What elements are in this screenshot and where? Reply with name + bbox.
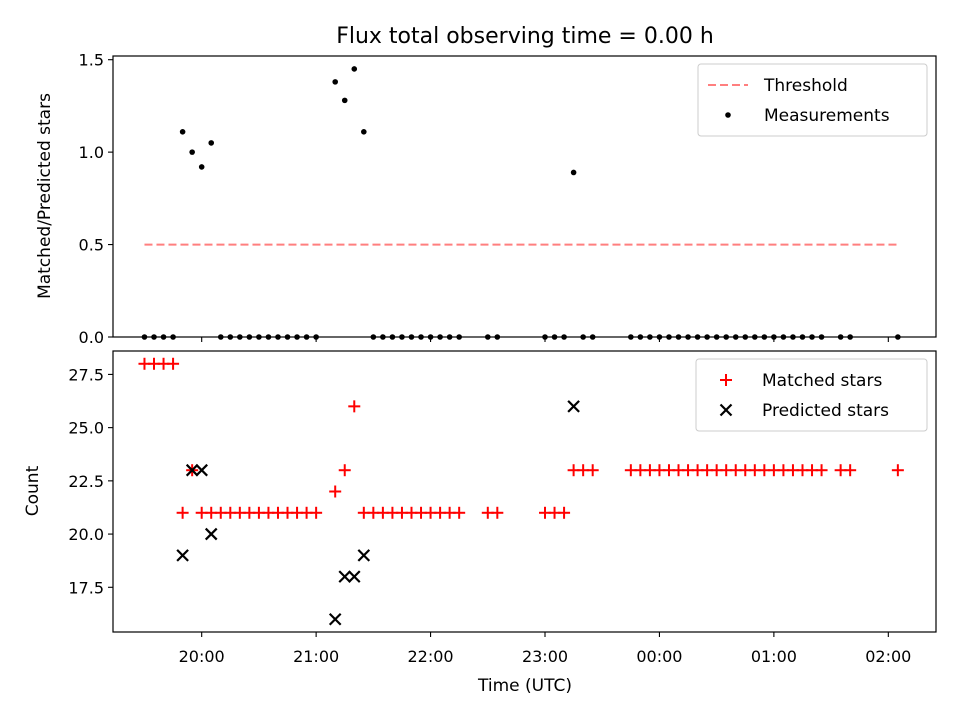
- predicted-star-point: [357, 549, 371, 562]
- count-x-tick-label: 00:00: [636, 647, 682, 666]
- count-legend: Matched stars Predicted stars: [695, 358, 928, 432]
- matched-star-point: [453, 506, 466, 519]
- predicted-legend-swatch: [719, 403, 733, 417]
- count-legend-label: Matched stars: [762, 371, 882, 391]
- ratio-legend-label: Threshold: [763, 76, 848, 96]
- ratio-legend-label: Measurements: [764, 106, 890, 126]
- count-y-tick-label: 27.5: [68, 365, 104, 384]
- predicted-star-point: [195, 463, 208, 477]
- matched-star-point: [167, 357, 180, 370]
- measurement-legend-swatch: [725, 112, 731, 118]
- chart-title: Flux total observing time = 0.00 h: [336, 24, 714, 49]
- matched-star-point: [310, 506, 323, 519]
- ratio-y-tick-label: 0.0: [79, 328, 104, 347]
- matched-star-point: [891, 464, 904, 477]
- count-legend-label: Predicted stars: [762, 401, 889, 421]
- time-x-axis-label: Time (UTC): [477, 676, 572, 696]
- matched-star-point: [491, 506, 504, 519]
- count-y-tick-label: 25.0: [68, 419, 104, 438]
- measurement-point: [332, 79, 339, 85]
- measurement-point: [198, 164, 205, 170]
- ratio-y-tick-label: 1.5: [79, 51, 104, 70]
- ratio-y-axis-label: Matched/Predicted stars: [35, 93, 55, 299]
- count-panel: 17.5 20.0 22.5 25.0 27.5 20:00 21:00 22:00 23:00…: [68, 350, 937, 666]
- count-x-tick-label: 21:00: [293, 647, 339, 666]
- ratio-legend-box: [697, 63, 928, 137]
- count-y-tick-label: 22.5: [68, 472, 104, 491]
- matched-legend-swatch: [720, 374, 732, 386]
- predicted-star-point: [338, 570, 352, 583]
- count-panel-frame: [112, 350, 937, 633]
- predicted-star-point: [567, 400, 580, 413]
- count-legend-box: [695, 358, 928, 432]
- measurement-point: [570, 169, 577, 176]
- matched-star-point: [329, 485, 342, 498]
- matched-star-point: [558, 506, 571, 519]
- predicted-star-point: [204, 527, 218, 541]
- matched-star-point: [815, 464, 828, 477]
- count-x-tick-label: 01:00: [751, 647, 797, 666]
- count-y-tick-label: 20.0: [68, 525, 104, 544]
- matched-star-point: [586, 464, 599, 477]
- measurement-point: [189, 149, 195, 155]
- measurement-point: [361, 128, 367, 135]
- predicted-star-point: [185, 463, 199, 477]
- measurement-point: [351, 66, 358, 72]
- ratio-panel-frame: [112, 55, 937, 338]
- count-x-tick-label: 23:00: [522, 647, 568, 666]
- matched-star-point: [348, 400, 361, 413]
- measurement-point: [208, 140, 215, 146]
- matched-star-point: [176, 506, 189, 519]
- count-x-tick-label: 22:00: [408, 647, 454, 666]
- count-y-axis-label: Count: [23, 465, 43, 516]
- ratio-panel: 0.0 0.5 1.0 1.5 Threshold Measurements: [79, 51, 937, 347]
- predicted-star-point: [347, 570, 361, 583]
- predicted-star-point: [328, 612, 342, 626]
- count-x-tick-label: 20:00: [179, 647, 225, 666]
- measurement-point: [179, 128, 186, 135]
- matched-star-point: [844, 464, 857, 477]
- measurement-point: [341, 97, 348, 104]
- count-y-tick-label: 17.5: [68, 578, 104, 597]
- count-x-tick-label: 02:00: [865, 647, 911, 666]
- predicted-star-point: [176, 549, 189, 562]
- ratio-y-tick-label: 1.0: [79, 143, 104, 162]
- matched-star-point: [338, 464, 351, 477]
- ratio-legend: Threshold Measurements: [697, 63, 928, 137]
- ratio-y-tick-label: 0.5: [79, 236, 104, 255]
